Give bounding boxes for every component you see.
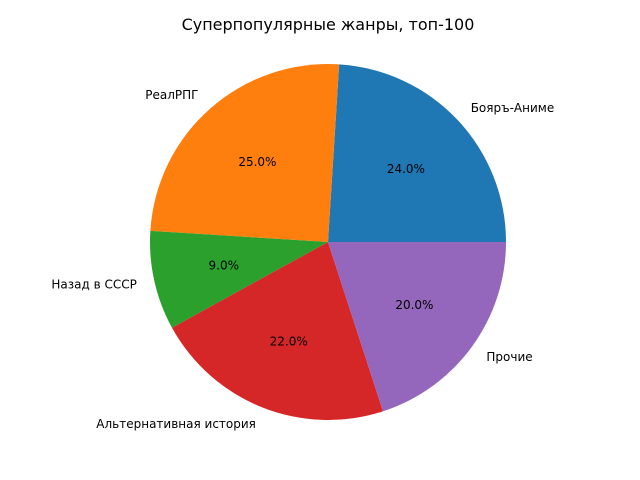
slice-5-percent-label: 20.0%	[395, 298, 433, 312]
slice-1-wedge	[328, 64, 506, 242]
slice-4-wedge	[172, 242, 384, 421]
slice-4-percent-label: 22.0%	[270, 334, 308, 348]
pie-slices	[149, 63, 506, 421]
chart-title: Суперпопулярные жанры, топ-100	[182, 15, 475, 34]
slice-3-label: Назад в СССР	[51, 278, 136, 292]
slice-2-label: РеалРПГ	[145, 88, 198, 102]
pie-labels: Бояръ-Аниме 24.0% РеалРПГ 25.0% Назад в СССР…	[51, 88, 554, 431]
slice-5-wedge	[328, 242, 506, 412]
slice-5-label: Прочие	[486, 350, 532, 364]
slice-3-percent-label: 9.0%	[209, 258, 240, 272]
slice-1-percent-label: 24.0%	[387, 162, 425, 176]
slice-4-label: Альтернативная история	[96, 417, 256, 431]
slice-3-wedge	[149, 230, 328, 328]
slice-2-percent-label: 25.0%	[238, 155, 276, 169]
slice-2-wedge	[150, 63, 340, 242]
slice-1-label: Бояръ-Аниме	[471, 101, 555, 115]
